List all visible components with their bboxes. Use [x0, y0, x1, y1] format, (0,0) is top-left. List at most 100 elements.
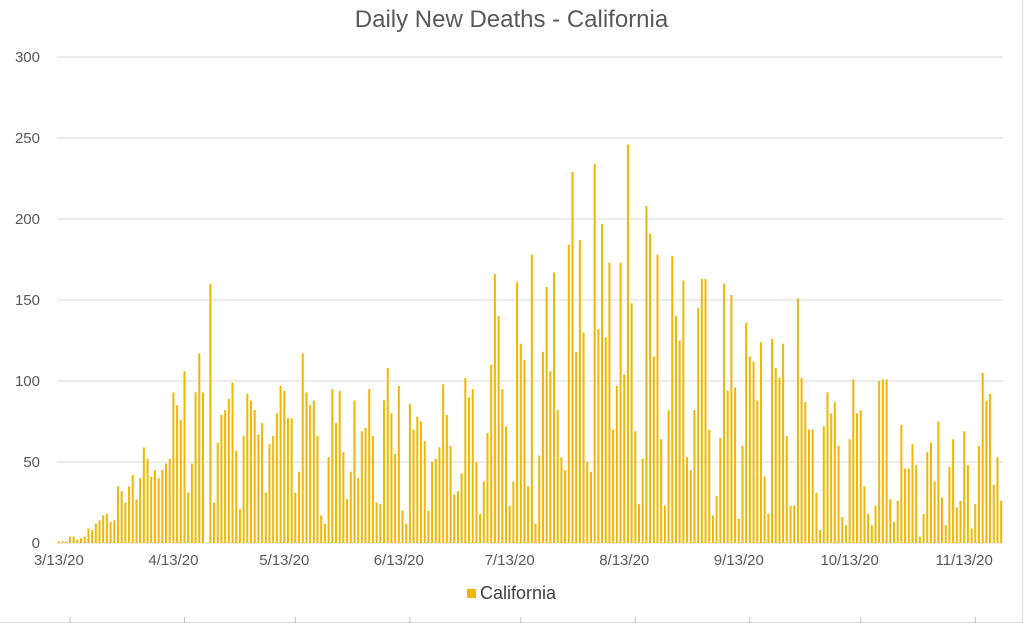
bar: [264, 492, 267, 543]
bar: [944, 525, 947, 543]
bar: [807, 429, 811, 543]
bar: [830, 413, 833, 543]
bar: [139, 478, 142, 543]
bar: [220, 415, 223, 543]
bar: [700, 278, 703, 543]
bar: [216, 442, 219, 543]
bar: [601, 223, 604, 544]
bar: [634, 431, 637, 543]
bar: [275, 413, 278, 543]
bar: [512, 481, 515, 543]
bar: [486, 432, 489, 543]
bar: [501, 389, 504, 543]
bar: [545, 287, 548, 543]
bar: [833, 402, 836, 543]
bar: [471, 389, 474, 543]
bar: [286, 418, 289, 543]
bar: [649, 233, 652, 543]
bar: [637, 504, 641, 543]
bar: [645, 206, 648, 544]
bar: [449, 445, 452, 543]
bar: [604, 337, 607, 543]
bar: [408, 403, 411, 543]
y-tick-label: 250: [15, 130, 40, 147]
bar: [896, 500, 899, 543]
bar: [105, 513, 108, 543]
bar: [116, 486, 119, 543]
bar: [878, 381, 881, 543]
bar: [213, 502, 216, 543]
y-tick-label: 100: [15, 373, 40, 390]
bar: [941, 497, 944, 543]
bar: [963, 431, 966, 543]
x-tick-label: 11/13/20: [936, 552, 993, 569]
bar: [929, 442, 932, 543]
bar: [102, 515, 105, 543]
bar: [626, 144, 629, 544]
bar: [113, 520, 116, 543]
bar: [708, 429, 711, 543]
bar: [475, 462, 478, 543]
bar: [541, 351, 544, 543]
bar: [301, 353, 304, 543]
bar: [390, 413, 393, 543]
bar: [556, 410, 559, 543]
bar: [689, 470, 692, 543]
bar: [128, 486, 131, 543]
bar: [94, 523, 97, 543]
bar: [737, 518, 740, 543]
bar: [719, 437, 722, 543]
bar: [630, 303, 633, 543]
bar: [353, 400, 356, 543]
bar: [593, 163, 596, 544]
bar: [918, 536, 921, 543]
bar: [852, 379, 855, 543]
bar: [257, 434, 260, 543]
bar: [663, 505, 666, 543]
bar: [841, 517, 844, 543]
bar: [479, 513, 482, 543]
bar: [179, 419, 182, 543]
bar: [793, 505, 796, 543]
bar: [201, 392, 204, 543]
bar: [575, 351, 578, 543]
bar: [856, 413, 859, 543]
bar: [83, 536, 86, 543]
bar: [394, 453, 397, 543]
bar: [911, 444, 914, 543]
bar: [427, 510, 430, 543]
bar: [674, 316, 677, 543]
bar: [364, 427, 367, 543]
bar: [922, 513, 925, 543]
bar: [959, 500, 962, 543]
x-tick-label: 7/13/20: [485, 552, 535, 569]
bar: [789, 505, 792, 543]
bar: [549, 371, 552, 543]
bar: [412, 429, 415, 543]
bar: [985, 400, 988, 543]
bar: [900, 424, 903, 543]
bar: [456, 491, 459, 543]
bar: [612, 429, 615, 543]
bar: [589, 471, 592, 543]
bar: [530, 254, 533, 543]
bar: [416, 416, 419, 543]
bar: [782, 343, 785, 543]
bar: [80, 538, 83, 543]
x-tick-label: 5/13/20: [259, 552, 309, 569]
bar: [519, 343, 522, 543]
bar: [567, 244, 570, 544]
bar: [360, 431, 363, 543]
bar: [578, 240, 581, 543]
bar: [966, 465, 969, 543]
bar: [937, 421, 940, 543]
bar: [560, 457, 563, 543]
bar: [283, 390, 286, 543]
bar: [785, 436, 788, 543]
bar: [349, 471, 352, 543]
bar: [342, 452, 345, 543]
bar: [468, 397, 471, 543]
bar: [442, 384, 445, 543]
bar: [538, 455, 541, 543]
